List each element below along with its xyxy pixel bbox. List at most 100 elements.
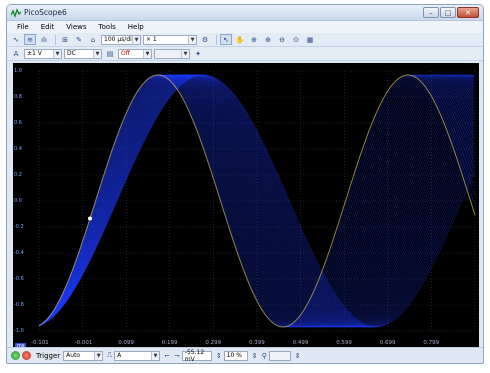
chevron-down-icon: ▼ [143, 49, 151, 58]
oscilloscope-display[interactable]: 1.0 0.8 0.6 0.4 0.2 0.0 -0.2 -0.4 -0.6 -0.8 -1.0 -… [13, 63, 479, 349]
chevron-down-icon: ▼ [132, 35, 140, 44]
persistence-trace [38, 74, 475, 328]
advanced-trigger-icon[interactable]: ⚲ [261, 351, 267, 360]
select-pointer-icon[interactable]: ↖ [220, 34, 232, 45]
sample-settings-icon[interactable]: ⚙ [201, 35, 209, 44]
spectrum-mode-icon[interactable]: ılı [41, 35, 47, 44]
persistence-trace [38, 74, 475, 328]
rising-edge-icon[interactable]: ⌐ [164, 351, 170, 360]
persistence-trace [38, 74, 475, 328]
trigger-mode-select[interactable]: Auto ▼ [63, 350, 104, 361]
timebase-select[interactable]: 100 µs/div ▼ [101, 34, 141, 45]
x-tick-label: -0.001 [74, 340, 93, 346]
stop-capture-button[interactable] [22, 351, 31, 360]
persistence-trace [38, 74, 475, 328]
channel-a-icon[interactable]: A [10, 48, 22, 59]
multiplier-select[interactable]: × 1 ▼ [143, 34, 197, 45]
persistence-trace [38, 74, 475, 328]
persistence-trace [38, 74, 475, 328]
window-title: PicoScope6 [24, 8, 67, 17]
persistence-trace [38, 74, 475, 328]
persistence-trace [38, 74, 475, 328]
level-stepper-icon[interactable]: ⇕ [215, 351, 222, 360]
minimize-button[interactable]: – [423, 7, 439, 18]
persistence-trace [38, 74, 475, 328]
menu-views[interactable]: Views [66, 23, 87, 31]
persistence-trace [38, 74, 475, 328]
picoscope-logo-icon [11, 8, 21, 18]
persistence-trace [38, 74, 475, 328]
menu-edit[interactable]: Edit [40, 23, 55, 31]
hand-pan-icon[interactable]: ✋ [235, 35, 245, 44]
zoom-area-icon[interactable]: ⊕ [265, 35, 271, 44]
chevron-down-icon: ▼ [188, 35, 196, 44]
waveform-canvas [38, 70, 476, 332]
chevron-down-icon: ▼ [181, 49, 189, 58]
persistence-trace [38, 74, 475, 328]
y-tick-label: -0.2 [14, 224, 24, 230]
persistence-trace [38, 74, 475, 328]
zoom-out-icon[interactable]: ⊖ [279, 35, 285, 44]
persistence-trace [38, 74, 475, 328]
delay-stepper-icon[interactable]: ⇕ [294, 351, 301, 360]
persistence-trace [38, 74, 475, 328]
zoom-in-icon[interactable]: ⊕ [251, 35, 257, 44]
channel-b-range-select[interactable]: ▼ [154, 48, 190, 59]
y-tick-label: 0.8 [14, 94, 22, 100]
persistence-trace [38, 74, 475, 328]
x-tick-label: 0.399 [249, 340, 265, 346]
falling-edge-icon[interactable]: ¬ [173, 351, 180, 360]
persistence-trace [38, 74, 475, 328]
persistence-trace [38, 74, 475, 328]
home-icon[interactable]: ⌂ [90, 35, 96, 44]
trigger-level-field[interactable]: -55.12 mV [181, 349, 212, 363]
zoom-fit-icon[interactable]: ⊙ [293, 35, 299, 44]
range-value: ±1 V [27, 50, 42, 57]
persistence-trace [38, 74, 475, 328]
x-tick-label: 0.199 [161, 340, 178, 346]
persistence-trace [38, 74, 475, 328]
menu-bar: File Edit Views Tools Help [7, 21, 483, 33]
persistence-mode-icon[interactable]: ≋ [24, 34, 36, 45]
persistence-trace [38, 74, 475, 328]
persistence-trace [38, 74, 475, 328]
persistence-trace [38, 74, 475, 328]
menu-file[interactable]: File [17, 23, 29, 31]
menu-help[interactable]: Help [127, 23, 144, 31]
x-tick-label: 0.299 [205, 340, 222, 346]
persistence-trace [38, 74, 475, 328]
coupling-value: DC [67, 50, 76, 57]
range-select[interactable]: ±1 V ▼ [24, 48, 62, 59]
close-button[interactable]: ✕ [457, 7, 479, 18]
channel-options-icon[interactable]: ⊞ [62, 35, 68, 44]
status-bar: Trigger Auto ▼ ⎍ A ▼ ⌐ ¬ -55.12 mV ⇕ 10 … [7, 347, 483, 363]
persistence-trace [38, 74, 475, 328]
maximize-button[interactable]: □ [440, 7, 456, 18]
persistence-trace [38, 74, 475, 328]
trigger-source-select[interactable]: A ▼ [114, 350, 161, 361]
trigger-mode-value: Auto [66, 352, 81, 359]
filter-select[interactable]: Off ▼ [118, 48, 152, 59]
persistence-trace [38, 74, 475, 328]
persistence-trace [38, 74, 475, 328]
chevron-down-icon: ▼ [151, 351, 160, 360]
auto-setup-icon[interactable]: ✦ [195, 49, 201, 58]
start-capture-button[interactable] [11, 351, 20, 360]
pretrigger-stepper-icon[interactable]: ⇕ [251, 351, 258, 360]
persistence-trace [38, 74, 475, 328]
channel-toolbar: A ±1 V ▼ DC ▼ ▤ Off ▼ ▼ ✦ [7, 47, 483, 61]
zoom-overview-icon[interactable]: ▦ [306, 35, 314, 44]
menu-tools[interactable]: Tools [98, 23, 116, 31]
coupling-select[interactable]: DC ▼ [64, 48, 102, 59]
delay-field[interactable] [268, 350, 291, 361]
scope-mode-icon[interactable]: ∿ [13, 35, 19, 44]
persistence-trace [38, 74, 475, 328]
pre-trigger-field[interactable]: 10 % [223, 350, 248, 361]
channel-options-icon[interactable]: ▤ [106, 49, 114, 58]
main-toolbar: ∿ ≋ ılı ⊞ ✎ ⌂ 100 µs/div ▼ × 1 ▼ ⚙ ↖ ✋ ⊕… [7, 33, 483, 47]
close-icon: ✕ [465, 9, 471, 17]
persistence-trace [38, 74, 475, 328]
trigger-type-icon[interactable]: ⎍ [107, 351, 113, 359]
probe-icon[interactable]: ✎ [76, 35, 82, 44]
multiplier-value: × 1 [146, 36, 157, 43]
